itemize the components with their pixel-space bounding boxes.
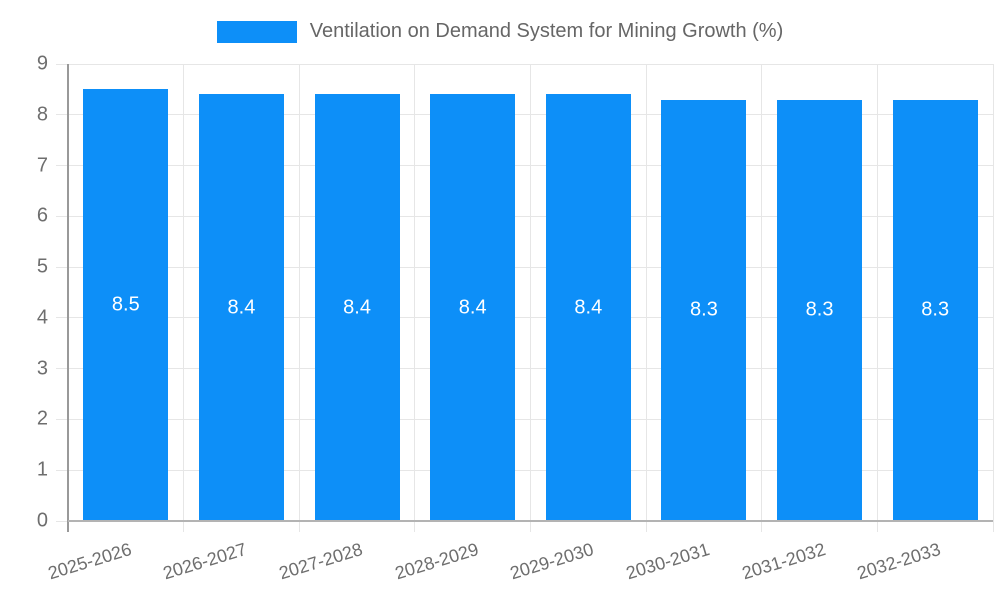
bar[interactable] (314, 94, 400, 521)
y-gridline (56, 114, 993, 116)
y-gridline (56, 368, 993, 370)
x-gridline (761, 64, 763, 532)
x-gridline (414, 64, 416, 532)
y-gridline (56, 215, 993, 217)
x-gridline (298, 64, 300, 532)
y-tick-label: 0 (36, 509, 48, 532)
legend-label[interactable]: Ventilation on Demand System for Mining … (309, 20, 784, 42)
bar[interactable] (892, 99, 978, 521)
y-gridline (56, 266, 993, 268)
bar-value-label: 8.4 (227, 296, 256, 319)
bar[interactable] (83, 89, 169, 521)
bar[interactable] (545, 94, 631, 521)
y-tick-label: 4 (36, 306, 48, 329)
bar-value-label: 8.4 (343, 296, 371, 319)
x-gridline (530, 64, 531, 532)
y-gridline (56, 165, 993, 167)
x-gridline (992, 64, 994, 532)
bar-value-label: 8.3 (690, 298, 718, 321)
y-tick-label: 3 (36, 357, 48, 380)
y-tick-label: 6 (36, 204, 48, 227)
bar[interactable] (777, 99, 863, 521)
legend-swatch[interactable] (216, 20, 297, 43)
y-tick-label: 5 (36, 255, 48, 278)
x-gridline (876, 64, 878, 532)
y-tick-label: 7 (36, 154, 48, 177)
bar-value-label: 8.3 (921, 298, 950, 321)
bar[interactable] (198, 94, 284, 521)
y-tick-label: 2 (36, 407, 48, 430)
chart-legend: Ventilation on Demand System for Mining … (0, 20, 1000, 43)
bar-value-label: 8.5 (111, 293, 140, 316)
y-tick-label: 9 (36, 52, 48, 75)
y-gridline (56, 469, 993, 471)
bar[interactable] (661, 99, 747, 521)
bar-value-label: 8.4 (458, 296, 487, 319)
bar[interactable] (430, 94, 516, 521)
y-tick-label: 8 (36, 103, 48, 126)
bar-value-label: 8.3 (805, 298, 834, 321)
y-tick-label: 1 (36, 458, 48, 481)
x-gridline (645, 64, 647, 532)
y-gridline (56, 63, 993, 65)
bar-value-label: 8.4 (574, 296, 603, 319)
y-gridline (56, 418, 993, 420)
y-gridline (56, 317, 993, 319)
y-axis-line (67, 64, 69, 532)
x-axis-line (68, 520, 993, 522)
x-gridline (183, 64, 185, 532)
